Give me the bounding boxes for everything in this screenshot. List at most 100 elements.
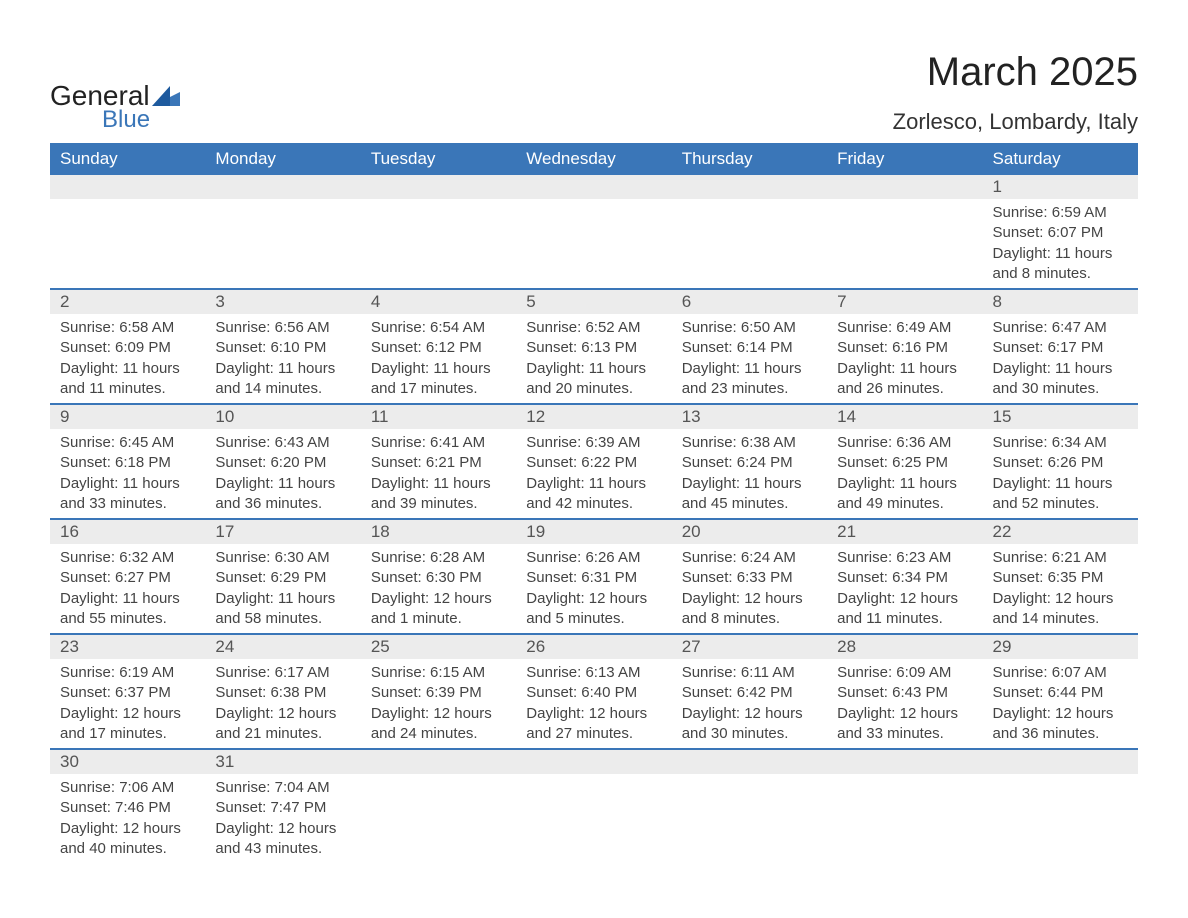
sunrise-text: Sunrise: 6:15 AM [371, 663, 506, 683]
sunrise-text: Sunrise: 6:30 AM [215, 548, 350, 568]
day-cell: 10Sunrise: 6:43 AMSunset: 6:20 PMDayligh… [205, 405, 360, 518]
day-cell: 28Sunrise: 6:09 AMSunset: 6:43 PMDayligh… [827, 635, 982, 748]
day-info: Sunrise: 6:52 AMSunset: 6:13 PMDaylight:… [516, 314, 671, 399]
day-info: Sunrise: 6:54 AMSunset: 6:12 PMDaylight:… [361, 314, 516, 399]
day-number [983, 750, 1138, 774]
sunset-text: Sunset: 6:38 PM [215, 683, 350, 703]
day-cell: 26Sunrise: 6:13 AMSunset: 6:40 PMDayligh… [516, 635, 671, 748]
sunset-text: Sunset: 6:25 PM [837, 453, 972, 473]
day-number: 17 [205, 520, 360, 544]
day-cell: 16Sunrise: 6:32 AMSunset: 6:27 PMDayligh… [50, 520, 205, 633]
sunrise-text: Sunrise: 6:19 AM [60, 663, 195, 683]
day-number [827, 175, 982, 199]
day-cell: 29Sunrise: 6:07 AMSunset: 6:44 PMDayligh… [983, 635, 1138, 748]
daylight-text: Daylight: 11 hours and 30 minutes. [993, 359, 1128, 400]
sunset-text: Sunset: 7:46 PM [60, 798, 195, 818]
day-header-cell: Tuesday [361, 143, 516, 175]
day-cell: 13Sunrise: 6:38 AMSunset: 6:24 PMDayligh… [672, 405, 827, 518]
sunset-text: Sunset: 6:21 PM [371, 453, 506, 473]
day-number: 28 [827, 635, 982, 659]
sunrise-text: Sunrise: 6:24 AM [682, 548, 817, 568]
sunrise-text: Sunrise: 6:45 AM [60, 433, 195, 453]
daylight-text: Daylight: 11 hours and 42 minutes. [526, 474, 661, 515]
day-cell: 30Sunrise: 7:06 AMSunset: 7:46 PMDayligh… [50, 750, 205, 863]
day-number: 6 [672, 290, 827, 314]
day-number: 2 [50, 290, 205, 314]
day-number: 13 [672, 405, 827, 429]
page-title: March 2025 [893, 50, 1138, 95]
day-number: 30 [50, 750, 205, 774]
day-cell [516, 750, 671, 863]
sunset-text: Sunset: 6:17 PM [993, 338, 1128, 358]
sunrise-text: Sunrise: 6:47 AM [993, 318, 1128, 338]
day-info: Sunrise: 6:32 AMSunset: 6:27 PMDaylight:… [50, 544, 205, 629]
sunset-text: Sunset: 6:33 PM [682, 568, 817, 588]
day-cell [672, 175, 827, 288]
sunrise-text: Sunrise: 6:17 AM [215, 663, 350, 683]
sunset-text: Sunset: 6:29 PM [215, 568, 350, 588]
day-cell: 31Sunrise: 7:04 AMSunset: 7:47 PMDayligh… [205, 750, 360, 863]
daylight-text: Daylight: 11 hours and 45 minutes. [682, 474, 817, 515]
header: General Blue March 2025 Zorlesco, Lombar… [50, 50, 1138, 135]
day-header-cell: Thursday [672, 143, 827, 175]
logo-text-blue: Blue [102, 106, 150, 134]
day-info: Sunrise: 6:59 AMSunset: 6:07 PMDaylight:… [983, 199, 1138, 284]
day-cell: 9Sunrise: 6:45 AMSunset: 6:18 PMDaylight… [50, 405, 205, 518]
day-cell: 22Sunrise: 6:21 AMSunset: 6:35 PMDayligh… [983, 520, 1138, 633]
week-row: 1Sunrise: 6:59 AMSunset: 6:07 PMDaylight… [50, 175, 1138, 288]
day-cell: 8Sunrise: 6:47 AMSunset: 6:17 PMDaylight… [983, 290, 1138, 403]
day-number: 15 [983, 405, 1138, 429]
sunset-text: Sunset: 6:30 PM [371, 568, 506, 588]
calendar: Sunday Monday Tuesday Wednesday Thursday… [50, 143, 1138, 863]
day-number [672, 750, 827, 774]
day-cell: 19Sunrise: 6:26 AMSunset: 6:31 PMDayligh… [516, 520, 671, 633]
week-row: 9Sunrise: 6:45 AMSunset: 6:18 PMDaylight… [50, 403, 1138, 518]
sunrise-text: Sunrise: 6:13 AM [526, 663, 661, 683]
sunrise-text: Sunrise: 6:23 AM [837, 548, 972, 568]
sunrise-text: Sunrise: 6:26 AM [526, 548, 661, 568]
day-cell: 7Sunrise: 6:49 AMSunset: 6:16 PMDaylight… [827, 290, 982, 403]
sunrise-text: Sunrise: 6:41 AM [371, 433, 506, 453]
day-cell: 1Sunrise: 6:59 AMSunset: 6:07 PMDaylight… [983, 175, 1138, 288]
daylight-text: Daylight: 11 hours and 39 minutes. [371, 474, 506, 515]
week-row: 2Sunrise: 6:58 AMSunset: 6:09 PMDaylight… [50, 288, 1138, 403]
day-cell [672, 750, 827, 863]
day-cell [361, 175, 516, 288]
logo-flag-icon [152, 86, 180, 106]
day-info: Sunrise: 6:11 AMSunset: 6:42 PMDaylight:… [672, 659, 827, 744]
day-number [827, 750, 982, 774]
sunset-text: Sunset: 6:26 PM [993, 453, 1128, 473]
daylight-text: Daylight: 12 hours and 17 minutes. [60, 704, 195, 745]
week-row: 30Sunrise: 7:06 AMSunset: 7:46 PMDayligh… [50, 748, 1138, 863]
day-cell: 27Sunrise: 6:11 AMSunset: 6:42 PMDayligh… [672, 635, 827, 748]
sunrise-text: Sunrise: 6:59 AM [993, 203, 1128, 223]
daylight-text: Daylight: 11 hours and 23 minutes. [682, 359, 817, 400]
day-number [672, 175, 827, 199]
daylight-text: Daylight: 11 hours and 52 minutes. [993, 474, 1128, 515]
sunrise-text: Sunrise: 6:54 AM [371, 318, 506, 338]
day-number: 31 [205, 750, 360, 774]
day-number: 19 [516, 520, 671, 544]
sunrise-text: Sunrise: 6:36 AM [837, 433, 972, 453]
day-cell: 5Sunrise: 6:52 AMSunset: 6:13 PMDaylight… [516, 290, 671, 403]
day-number: 20 [672, 520, 827, 544]
sunrise-text: Sunrise: 6:38 AM [682, 433, 817, 453]
day-number: 1 [983, 175, 1138, 199]
sunset-text: Sunset: 6:31 PM [526, 568, 661, 588]
sunrise-text: Sunrise: 6:34 AM [993, 433, 1128, 453]
day-info: Sunrise: 6:39 AMSunset: 6:22 PMDaylight:… [516, 429, 671, 514]
sunset-text: Sunset: 6:16 PM [837, 338, 972, 358]
sunrise-text: Sunrise: 6:28 AM [371, 548, 506, 568]
sunset-text: Sunset: 6:34 PM [837, 568, 972, 588]
daylight-text: Daylight: 12 hours and 30 minutes. [682, 704, 817, 745]
sunset-text: Sunset: 6:12 PM [371, 338, 506, 358]
day-info: Sunrise: 7:06 AMSunset: 7:46 PMDaylight:… [50, 774, 205, 859]
day-header-row: Sunday Monday Tuesday Wednesday Thursday… [50, 143, 1138, 175]
sunset-text: Sunset: 6:22 PM [526, 453, 661, 473]
day-number [516, 750, 671, 774]
sunrise-text: Sunrise: 6:50 AM [682, 318, 817, 338]
sunset-text: Sunset: 6:37 PM [60, 683, 195, 703]
day-number: 5 [516, 290, 671, 314]
sunrise-text: Sunrise: 7:06 AM [60, 778, 195, 798]
day-cell [205, 175, 360, 288]
